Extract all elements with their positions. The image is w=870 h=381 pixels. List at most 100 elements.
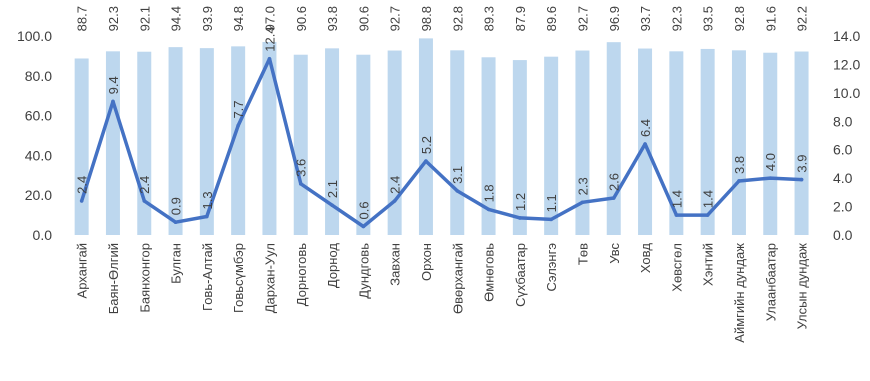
line-point — [674, 213, 679, 217]
bar-data-label: 93.5 — [701, 6, 716, 31]
right-tick-label: 4.0 — [833, 170, 853, 186]
line-data-label: 2.4 — [75, 176, 90, 194]
bar-data-label: 96.9 — [607, 6, 622, 31]
category-label: Орхон — [419, 243, 434, 281]
bar-data-label: 93.9 — [200, 6, 215, 31]
line-series — [79, 56, 804, 229]
bar — [606, 42, 621, 235]
category-label: Хөвсгөл — [669, 243, 684, 292]
bar — [794, 51, 809, 235]
line-point — [173, 220, 178, 225]
line-point — [298, 182, 303, 186]
bar — [669, 51, 684, 236]
bar — [418, 38, 433, 235]
line-data-label: 3.8 — [732, 156, 747, 174]
line-point — [361, 224, 366, 229]
left-tick-label: 0.0 — [33, 227, 53, 243]
bar — [231, 46, 246, 236]
left-tick-label: 20.0 — [25, 187, 52, 203]
left-tick-label: 80.0 — [25, 68, 52, 84]
category-label: Дорнод — [325, 243, 340, 289]
bar-data-label: 89.6 — [544, 6, 559, 31]
bar-data-labels: 88.7 92.3 92.1 94.4 93.9 94.8 97.0 90.6 93.8 90.6… — [75, 6, 810, 31]
bar-data-label: 92.7 — [575, 6, 590, 31]
bar-data-label: 92.3 — [669, 6, 684, 31]
line-data-labels: 2.4 9.4 2.4 0.9 1.3 7.7 12.4 3.6 2.1 0.6 2.4 5.2 3.1… — [75, 26, 810, 219]
line-point — [142, 199, 147, 203]
bar-data-label: 93.7 — [638, 6, 653, 31]
line-point — [79, 199, 84, 203]
category-label: Улсын дундаж — [795, 243, 810, 330]
bar-data-label: 90.6 — [356, 6, 371, 31]
bar-data-label: 94.8 — [231, 6, 246, 31]
bar-data-label: 92.2 — [795, 6, 810, 31]
line-point — [705, 213, 710, 217]
line-path — [79, 56, 804, 229]
line-point — [111, 99, 115, 104]
category-label: Говьсүмбэр — [231, 243, 246, 313]
bar — [137, 51, 152, 235]
line-data-label: 1.4 — [701, 190, 716, 208]
category-label: Дархан-Уул — [262, 243, 277, 313]
left-tick-label: 40.0 — [25, 147, 52, 163]
bar-series — [74, 38, 809, 236]
line-data-label: 0.9 — [169, 197, 184, 215]
category-label: Увс — [607, 243, 622, 264]
line-data-label: 7.7 — [231, 100, 246, 118]
bar — [262, 41, 277, 235]
bar-data-label: 92.3 — [106, 6, 121, 31]
bar-data-label: 93.8 — [325, 6, 340, 31]
bar — [700, 48, 715, 236]
line-data-label: 5.2 — [419, 136, 434, 154]
line-data-label: 4.0 — [763, 153, 778, 171]
line-point — [392, 199, 397, 203]
bar — [481, 57, 496, 235]
category-label: Төв — [575, 243, 590, 265]
bar-data-label: 92.8 — [450, 6, 465, 31]
line-data-label: 2.4 — [137, 176, 152, 194]
line-data-label: 1.2 — [513, 193, 528, 211]
line-point — [549, 217, 553, 222]
line-data-label: 9.4 — [106, 76, 121, 94]
line-point — [799, 177, 804, 182]
category-label: Булган — [169, 243, 184, 284]
line-point — [518, 216, 522, 220]
bar — [325, 48, 340, 236]
bar — [638, 48, 653, 235]
line-data-label: 3.6 — [294, 159, 309, 177]
category-label: Ховд — [638, 243, 653, 274]
category-label: Дундговь — [356, 243, 371, 299]
right-tick-label: 2.0 — [833, 199, 853, 215]
bar-data-label: 87.9 — [513, 6, 528, 31]
line-point — [205, 214, 209, 219]
line-data-label: 6.4 — [638, 119, 653, 137]
line-data-label: 3.9 — [795, 154, 810, 172]
category-label: Баян-Өлгий — [106, 243, 121, 314]
line-data-label: 1.4 — [669, 190, 684, 208]
category-label: Сэлэнгэ — [544, 243, 559, 292]
line-point — [267, 56, 272, 61]
line-point — [580, 200, 585, 205]
category-label: Аймгийн дундаж — [732, 243, 747, 343]
line-point — [768, 176, 773, 180]
line-data-label: 0.6 — [356, 201, 371, 219]
category-label: Дорноговь — [294, 243, 309, 306]
category-label: Говь-Алтай — [200, 243, 215, 311]
line-data-label: 2.4 — [388, 176, 403, 194]
line-point — [424, 159, 428, 163]
line-point — [611, 196, 616, 200]
line-data-label: 1.3 — [200, 191, 215, 209]
line-point — [486, 207, 491, 212]
left-tick-label: 100.0 — [17, 28, 52, 44]
line-data-label: 2.6 — [607, 173, 622, 191]
line-data-label: 2.3 — [575, 177, 590, 195]
category-label: Улаанбаатар — [763, 243, 778, 321]
bar-data-label: 88.7 — [75, 6, 90, 31]
line-point — [455, 189, 460, 193]
category-label: Сүхбаатар — [513, 243, 528, 307]
line-data-label: 1.8 — [482, 184, 497, 202]
bar — [293, 54, 308, 236]
bar — [544, 56, 559, 235]
category-axis-labels: Архангай Баян-Өлгий Баянхонгор Булган Говь-А… — [75, 243, 810, 343]
